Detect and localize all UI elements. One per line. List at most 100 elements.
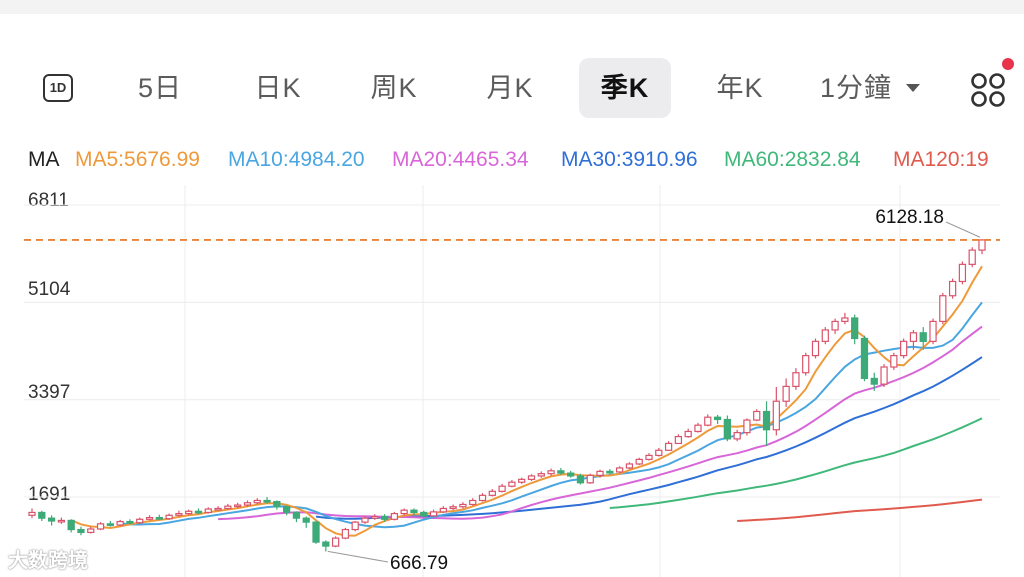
candle-body	[948, 280, 957, 297]
candle-body	[57, 519, 66, 523]
tab-daily-k[interactable]: 日K	[254, 73, 302, 103]
candle-body	[772, 400, 780, 431]
candle-body	[361, 517, 369, 523]
candle-body	[713, 416, 722, 421]
candle-body	[469, 499, 477, 506]
candle-body	[576, 475, 585, 484]
candle-body	[518, 478, 526, 483]
ma5-line	[70, 265, 983, 537]
candle-body	[116, 520, 124, 526]
ma30-value: MA30:3910.96	[561, 148, 698, 171]
candle-body	[106, 523, 114, 526]
ma-legend: MA MA5:5676.99 MA10:4984.20 MA20:4465.34…	[0, 144, 995, 178]
candle-body	[547, 470, 555, 475]
candle-body	[880, 366, 888, 385]
ma5-value: MA5:5676.99	[75, 148, 200, 171]
candle-body	[635, 458, 643, 465]
y-tick-label: 5104	[28, 279, 71, 300]
candle-body	[968, 249, 976, 265]
ma20-line	[218, 325, 983, 521]
candle-body	[47, 517, 56, 522]
candle-body	[625, 463, 634, 469]
min-price-label: 666.79	[390, 553, 448, 574]
candle-body	[96, 523, 105, 530]
candle-body	[410, 509, 418, 514]
candle-body	[322, 541, 330, 547]
candle-body	[723, 418, 731, 440]
candle-body	[488, 490, 496, 496]
candle-body	[958, 263, 967, 283]
chevron-down-icon[interactable]	[906, 84, 920, 92]
period-tabs: 5日 日K 周K 月K 季K 年K 1分鐘	[0, 58, 1024, 120]
candle-body	[165, 514, 173, 520]
max-price-label: 6128.18	[875, 207, 944, 228]
candlestick-chart[interactable]: 6128.18 666.79	[0, 177, 1024, 577]
candle-body	[762, 410, 771, 431]
candle-body	[253, 499, 261, 504]
candle-body	[429, 511, 438, 517]
tab-5day[interactable]: 5日	[137, 73, 183, 103]
candle-body	[557, 470, 565, 474]
candle-body	[596, 470, 604, 476]
candle-body	[312, 521, 320, 543]
ma20-value: MA20:4465.34	[392, 148, 529, 171]
candle-body	[126, 520, 134, 524]
tab-quarterly-k[interactable]: 季K	[579, 58, 671, 118]
candle-body	[459, 503, 467, 508]
candle-body	[390, 512, 399, 520]
candle-body	[674, 435, 683, 445]
ma10-line	[119, 301, 983, 529]
candle-body	[341, 528, 350, 539]
y-tick-label: 6811	[28, 190, 69, 211]
candle-body	[292, 511, 301, 519]
candle-body	[87, 528, 95, 534]
watermark: 大数跨境	[8, 550, 88, 572]
top-bar	[0, 0, 1024, 14]
candle-body	[615, 467, 624, 473]
candle-body	[841, 317, 849, 322]
candle-body	[38, 511, 46, 519]
candle-body	[449, 506, 457, 510]
candle-body	[331, 537, 340, 547]
y-tick-label: 3397	[28, 382, 71, 403]
candle-body	[380, 515, 389, 520]
candle-body	[684, 430, 692, 438]
y-tick-label: 1691	[28, 484, 71, 505]
candle-body	[890, 355, 898, 368]
candle-body	[263, 499, 271, 503]
min-pointer	[327, 550, 389, 563]
candle-body	[155, 516, 163, 520]
candle-body	[273, 501, 281, 508]
candle-body	[870, 377, 878, 385]
candle-body	[694, 424, 702, 433]
candle-body	[567, 472, 575, 477]
ma120-line	[737, 498, 983, 522]
candle-body	[821, 329, 829, 342]
candle-body	[498, 485, 506, 492]
candle-body	[753, 410, 761, 421]
candle-body	[175, 512, 183, 516]
candle-body	[811, 340, 820, 357]
tab-monthly-k[interactable]: 月K	[486, 73, 534, 103]
candle-body	[194, 510, 203, 514]
candle-body	[204, 508, 212, 514]
candle-body	[145, 516, 154, 520]
candle-body	[420, 511, 428, 517]
ma60-value: MA60:2832.84	[724, 148, 861, 171]
period-1d-icon[interactable]: 1D	[43, 74, 73, 102]
tab-weekly-k[interactable]: 周K	[370, 73, 418, 103]
tab-1min[interactable]: 1分鐘	[820, 73, 893, 103]
candle-body	[77, 528, 85, 534]
candle-body	[664, 442, 673, 451]
ma120-value: MA120:19	[893, 148, 989, 171]
candle-body	[214, 507, 222, 511]
candle-body	[439, 507, 447, 513]
candle-body	[478, 494, 487, 502]
candle-body	[782, 385, 790, 402]
grid-more-icon[interactable]	[970, 72, 1006, 108]
candle-body	[537, 473, 545, 477]
tab-yearly-k[interactable]: 年K	[716, 73, 764, 103]
ma60-line	[609, 417, 983, 509]
candle-body	[743, 419, 751, 434]
candle-body	[929, 320, 937, 342]
